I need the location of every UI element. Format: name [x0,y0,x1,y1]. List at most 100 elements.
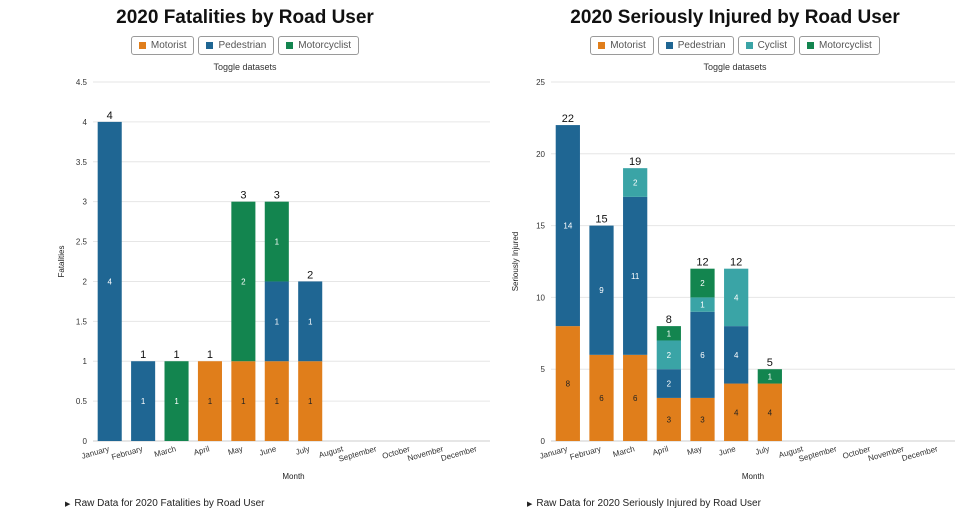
fatalities-panel: 2020 Fatalities by Road User Motorist Ped… [57,7,490,509]
injured-segment-label: 8 [566,380,571,389]
fatalities-segment-label: 1 [275,397,280,406]
injured-total-label: 15 [595,214,607,226]
injured-bar-cyclist[interactable] [690,297,715,312]
fatalities-y-axis-label: Fatalities [57,245,66,277]
fatalities-legend-motorcyclist[interactable]: Motorcyclist [278,36,360,55]
fatalities-bar-pedestrian[interactable] [298,281,323,362]
injured-segment-label: 4 [768,408,773,417]
fatalities-bar-motorcyclist[interactable] [231,201,256,362]
injured-x-tick-label: March [612,444,636,459]
injured-x-axis-label: Month [742,472,764,481]
injured-segment-label: 11 [631,272,640,281]
injured-bar-cyclist[interactable] [623,168,648,197]
injured-segment-label: 2 [667,380,672,389]
injured-segment-label: 1 [700,301,705,310]
fatalities-raw-data-label: Raw Data for 2020 Fatalities by Road Use… [74,498,265,509]
fatalities-legend-pedestrian[interactable]: Pedestrian [198,36,275,55]
injured-segment-label: 2 [700,279,705,288]
fatalities-toggle-caption: Toggle datasets [213,62,277,72]
injured-toggle-caption: Toggle datasets [703,62,767,72]
injured-legend-swatch-pedestrian [665,42,673,49]
fatalities-raw-data-toggle[interactable]: ▶ Raw Data for 2020 Fatalities by Road Us… [65,498,264,509]
injured-bar-motorist[interactable] [656,397,681,441]
fatalities-total-label: 1 [207,349,213,361]
injured-x-tick-label: January [539,444,569,460]
fatalities-bar-motorist[interactable] [197,361,222,441]
fatalities-x-tick-label: February [110,444,143,461]
injured-segment-label: 2 [633,179,638,188]
fatalities-bar-motorist[interactable] [264,361,289,441]
injured-total-label: 5 [767,357,773,369]
injured-bar-motorist[interactable] [690,397,715,441]
fatalities-x-tick-label: May [227,444,244,457]
injured-x-tick-label: November [867,444,905,463]
fatalities-legend-label-motorist: Motorist [150,40,187,51]
fatalities-y-tick-label: 2 [83,277,88,286]
injured-total-label: 8 [666,314,672,326]
fatalities-x-tick-label: June [258,444,278,458]
injured-y-tick-label: 10 [536,293,545,302]
injured-bar-cyclist[interactable] [724,268,749,327]
injured-bar-motorist[interactable] [623,354,648,441]
fatalities-x-tick-label: April [193,444,211,457]
injured-bar-cyclist[interactable] [656,340,681,370]
injured-bar-pedestrian[interactable] [623,196,648,355]
triangle-right-icon: ▶ [527,501,533,508]
injured-bar-motorist[interactable] [757,383,782,441]
fatalities-segment-label: 1 [241,397,246,406]
fatalities-segment-label: 2 [241,277,246,286]
fatalities-legend-label-motorcyclist: Motorcyclist [298,40,352,51]
injured-bar-pedestrian[interactable] [656,369,681,398]
fatalities-y-tick-label: 3 [83,198,88,207]
fatalities-bar-motorcyclist[interactable] [264,201,289,282]
injured-y-tick-label: 0 [541,437,546,446]
injured-bar-pedestrian[interactable] [589,225,614,355]
injured-bar-motorist[interactable] [555,326,580,441]
injured-y-tick-label: 5 [541,365,546,374]
fatalities-legend-motorist[interactable]: Motorist [130,36,195,55]
fatalities-bar-pedestrian[interactable] [264,281,289,362]
fatalities-segment-label: 1 [174,397,179,406]
injured-y-tick-label: 20 [536,150,545,159]
injured-legend-cyclist[interactable]: Cyclist [737,36,796,55]
injured-bar-motorcyclist[interactable] [690,268,715,298]
injured-legend-pedestrian[interactable]: Pedestrian [657,36,734,55]
injured-legend-swatch-cyclist [745,42,753,49]
fatalities-y-tick-label: 0.5 [76,397,88,406]
fatalities-legend-swatch-motorcyclist [286,42,294,49]
fatalities-bar-motorcyclist[interactable] [164,361,189,441]
injured-bar-motorcyclist[interactable] [656,326,681,341]
fatalities-bar-chart: 0 0.5 1 1.5 2 2.5 3 3.5 4 4.5 4 4 January 1 1 February 1… [57,78,490,481]
fatalities-y-tick-label: 4.5 [76,78,88,87]
injured-bar-pedestrian[interactable] [555,125,580,327]
injured-bar-pedestrian[interactable] [690,311,715,398]
injured-legend-label-motorcyclist: Motorcyclist [819,40,872,51]
injured-legend-motorcyclist[interactable]: Motorcyclist [799,36,880,55]
injured-legend-motorist[interactable]: Motorist [590,36,654,55]
fatalities-total-label: 4 [107,110,113,122]
injured-raw-data-label: Raw Data for 2020 Seriously Injured by R… [536,498,761,509]
injured-legend-swatch-motorist [598,42,606,49]
injured-bar-motorist[interactable] [589,354,614,441]
injured-bar-motorcyclist[interactable] [757,369,782,384]
fatalities-segment-label: 4 [107,277,112,286]
fatalities-bar-pedestrian[interactable] [131,361,156,441]
fatalities-x-axis-label: Month [282,472,304,481]
fatalities-total-label: 2 [307,269,313,281]
injured-y-tick-label: 15 [536,222,545,231]
injured-segment-label: 1 [667,329,672,338]
fatalities-y-tick-label: 0 [83,437,88,446]
injured-raw-data-toggle[interactable]: ▶ Raw Data for 2020 Seriously Injured by … [527,498,761,509]
injured-x-tick-label: May [686,444,703,457]
injured-total-label: 12 [730,257,742,269]
injured-bar-motorist[interactable] [724,383,749,441]
fatalities-bar-motorist[interactable] [298,361,323,441]
fatalities-total-label: 1 [140,349,146,361]
injured-x-tick-label: April [652,444,670,457]
fatalities-bar-pedestrian[interactable] [97,121,122,441]
fatalities-bar-motorist[interactable] [231,361,256,441]
injured-bar-pedestrian[interactable] [724,326,749,384]
injured-y-axis-label: Seriously Injured [511,232,520,292]
injured-legend-label-motorist: Motorist [610,40,646,51]
fatalities-x-tick-label: November [406,444,444,463]
